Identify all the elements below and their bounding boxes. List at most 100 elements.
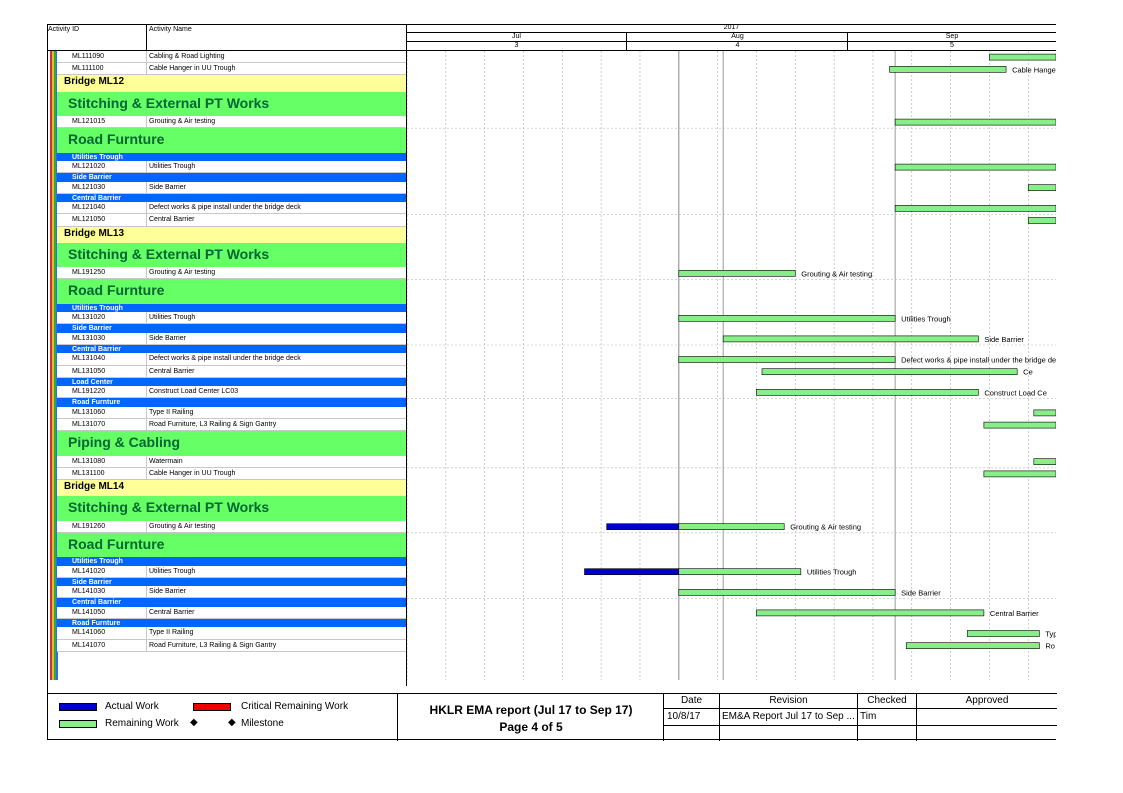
group-label: Side Barrier [72,174,112,182]
timeline-period: 3 [514,42,519,49]
group-label: Central Barrier [72,599,122,607]
timeline-month: Jul [512,33,521,40]
bar-label: Utilities Trough [807,568,857,577]
group-label: Road Furnture [68,282,165,299]
cell-divider [146,332,147,344]
bar-label: Utilities Trough [901,314,951,323]
activity-name: Utilities Trough [149,314,196,322]
activity-name: Central Barrier [149,216,195,224]
activity-name: Grouting & Air testing [149,522,216,530]
cell-divider [146,586,147,598]
remaining-work-bar [889,66,1007,73]
remaining-work-bar [678,314,896,322]
bar-label: Side Barrier [984,335,1024,344]
cell-divider [146,161,147,173]
cell-divider [146,202,147,214]
timeline-period-row: 3 4 5 [407,42,1056,51]
activity-name: Grouting & Air testing [149,269,216,277]
activity-name: Type II Railing [149,629,194,637]
activity-name: Grouting & Air testing [149,118,216,125]
remaining-work-bar [756,388,979,396]
section-group-row: Road Furnture [57,532,406,558]
activity-name: Central Barrier [149,367,195,375]
timeline-month: Sep [945,33,959,40]
activity-id: ML111090 [72,53,105,60]
activity-row: ML121020 Utilities Trough [57,161,406,174]
remaining-work-bar [983,421,1056,429]
activity-name: Cable Hanger in UU Trough [149,469,236,477]
activity-row: ML191250 Grouting & Air testing [57,267,406,280]
activity-row: ML121015 Grouting & Air testing [57,116,406,129]
date-header: Date [680,695,703,706]
group-label: Side Barrier [72,325,112,333]
subgroup-row: Side Barrier [57,324,406,333]
activity-id: ML131100 [72,469,105,477]
bar-label: Construct Load Ce [984,388,1047,397]
remaining-work-bar [678,588,896,596]
activity-name: Cabling & Road Lighting [149,53,225,60]
activity-name: Road Furniture, L3 Railing & Sign Gantry [149,421,277,428]
cell-divider [146,455,147,467]
activity-row: ML131050 Central Barrier [57,365,406,378]
remaining-work-swatch [59,720,97,728]
activity-id: ML191260 [72,522,106,530]
remaining-work-bar [1033,409,1056,417]
activity-row: ML121050 Central Barrier [57,214,406,227]
group-label: Utilities Trough [72,558,123,566]
cell-divider [146,639,147,651]
month-divider [626,33,627,51]
subgroup-row: Central Barrier [57,598,406,607]
activity-name: Road Furniture, L3 Railing & Sign Gantry [149,641,277,649]
section-group-row: Piping & Cabling [57,431,406,456]
wbs-strip [52,51,54,680]
activity-row: ML141030 Side Barrier [57,586,406,599]
actual-work-swatch [59,703,97,711]
subgroup-row: Road Furnture [57,398,406,407]
timeline-period: 4 [735,42,740,49]
activity-name: Central Barrier [149,608,195,616]
month-divider [847,33,848,51]
activity-name: Cable Hanger in UU Trough [149,65,236,73]
page-number: Page 4 of 5 [499,720,563,734]
group-label: Central Barrier [72,346,122,353]
cell-divider [146,312,147,324]
subgroup-row: Utilities Trough [57,303,406,313]
activity-name: Type II Railing [149,408,194,416]
activity-name: Construct Load Center LC03 [149,388,239,396]
group-label: Road Furnture [72,620,121,627]
col-activity-name-header: Activity Name [149,26,192,33]
gantt-chart: Cable Hanger in UUGroutingGrouting & Air… [407,51,1056,680]
activity-id: ML141020 [72,567,106,575]
table-rule [664,725,1057,726]
cell-divider [146,520,147,532]
remaining-work-bar [722,335,979,343]
cell-divider [146,267,147,279]
activity-id: ML121040 [72,204,106,212]
activity-name: Defect works & pipe install under the br… [149,204,301,212]
critical-work-swatch [193,703,231,711]
activity-id: ML131030 [72,334,106,342]
group-label: Stitching & External PT Works [68,245,270,262]
activity-id: ML131050 [72,367,106,375]
remaining-work-bar [678,568,802,576]
activity-name: Side Barrier [149,334,186,342]
cell-divider [146,51,147,63]
checked-by: Tim [860,711,877,722]
activity-name: Defect works & pipe install under the br… [149,355,301,363]
cell-divider [146,353,147,365]
cell-divider [146,606,147,618]
legend: Actual Work Critical Remaining Work Rema… [47,693,397,741]
activity-id: ML131070 [72,421,106,428]
activity-name: Utilities Trough [149,163,196,170]
wbs-strip [50,51,52,680]
group-label: Bridge ML12 [64,76,125,88]
activity-row: ML131060 Type II Railing [57,406,406,419]
legend-remaining-label: Remaining Work [105,718,179,729]
remaining-work-bar [966,630,1040,637]
report-title: HKLR EMA report (Jul 17 to Sep 17) [429,703,633,717]
cell-divider [146,181,147,193]
subgroup-row: Side Barrier [57,173,406,182]
remaining-work-bar [983,470,1056,478]
milestone-diamond-icon: ◆ [190,717,198,728]
activity-row: ML131020 Utilities Trough [57,312,406,325]
